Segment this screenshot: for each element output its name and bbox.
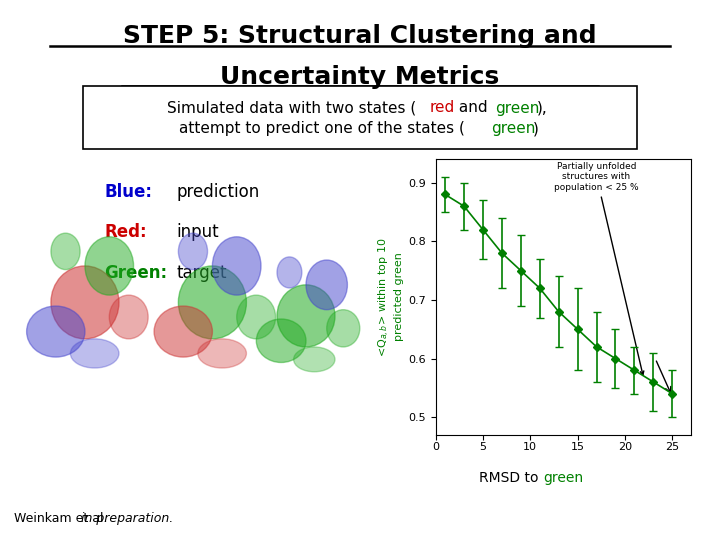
Ellipse shape — [277, 257, 302, 288]
Ellipse shape — [109, 295, 148, 339]
Text: green: green — [491, 121, 536, 136]
Text: Red:: Red: — [104, 223, 147, 241]
Ellipse shape — [256, 319, 306, 362]
Ellipse shape — [327, 310, 360, 347]
Ellipse shape — [179, 266, 246, 339]
Text: ),: ), — [536, 100, 547, 116]
Text: Weinkam et al.: Weinkam et al. — [14, 512, 112, 525]
Text: Partially unfolded
structures with
population < 25 %: Partially unfolded structures with popul… — [554, 161, 644, 375]
Ellipse shape — [212, 237, 261, 295]
Ellipse shape — [198, 339, 246, 368]
Y-axis label: <Q$_{a,b}$> within top 10
predicted green: <Q$_{a,b}$> within top 10 predicted gree… — [377, 237, 404, 357]
Ellipse shape — [294, 347, 335, 372]
Text: and: and — [454, 100, 493, 116]
Ellipse shape — [237, 295, 276, 339]
Text: attempt to predict one of the states (: attempt to predict one of the states ( — [179, 121, 465, 136]
Ellipse shape — [71, 339, 119, 368]
FancyBboxPatch shape — [83, 86, 637, 148]
Ellipse shape — [85, 237, 134, 295]
Text: red: red — [430, 100, 455, 116]
Ellipse shape — [27, 306, 85, 357]
Text: green: green — [495, 100, 540, 116]
Ellipse shape — [306, 260, 347, 310]
Text: Green:: Green: — [104, 264, 168, 282]
Text: prediction: prediction — [176, 183, 260, 201]
Ellipse shape — [277, 285, 335, 347]
Text: in preparation.: in preparation. — [81, 512, 174, 525]
Text: STEP 5: Structural Clustering and: STEP 5: Structural Clustering and — [123, 24, 597, 48]
Text: Simulated data with two states (: Simulated data with two states ( — [167, 100, 416, 116]
Text: Uncertainty Metrics: Uncertainty Metrics — [220, 65, 500, 89]
Ellipse shape — [179, 233, 207, 269]
Text: ): ) — [532, 121, 539, 136]
Ellipse shape — [51, 233, 80, 269]
Ellipse shape — [51, 266, 119, 339]
Text: RMSD to: RMSD to — [479, 470, 543, 484]
Ellipse shape — [154, 306, 212, 357]
Text: Blue:: Blue: — [104, 183, 153, 201]
Text: target: target — [176, 264, 227, 282]
Text: green: green — [543, 470, 583, 484]
Text: input: input — [176, 223, 219, 241]
